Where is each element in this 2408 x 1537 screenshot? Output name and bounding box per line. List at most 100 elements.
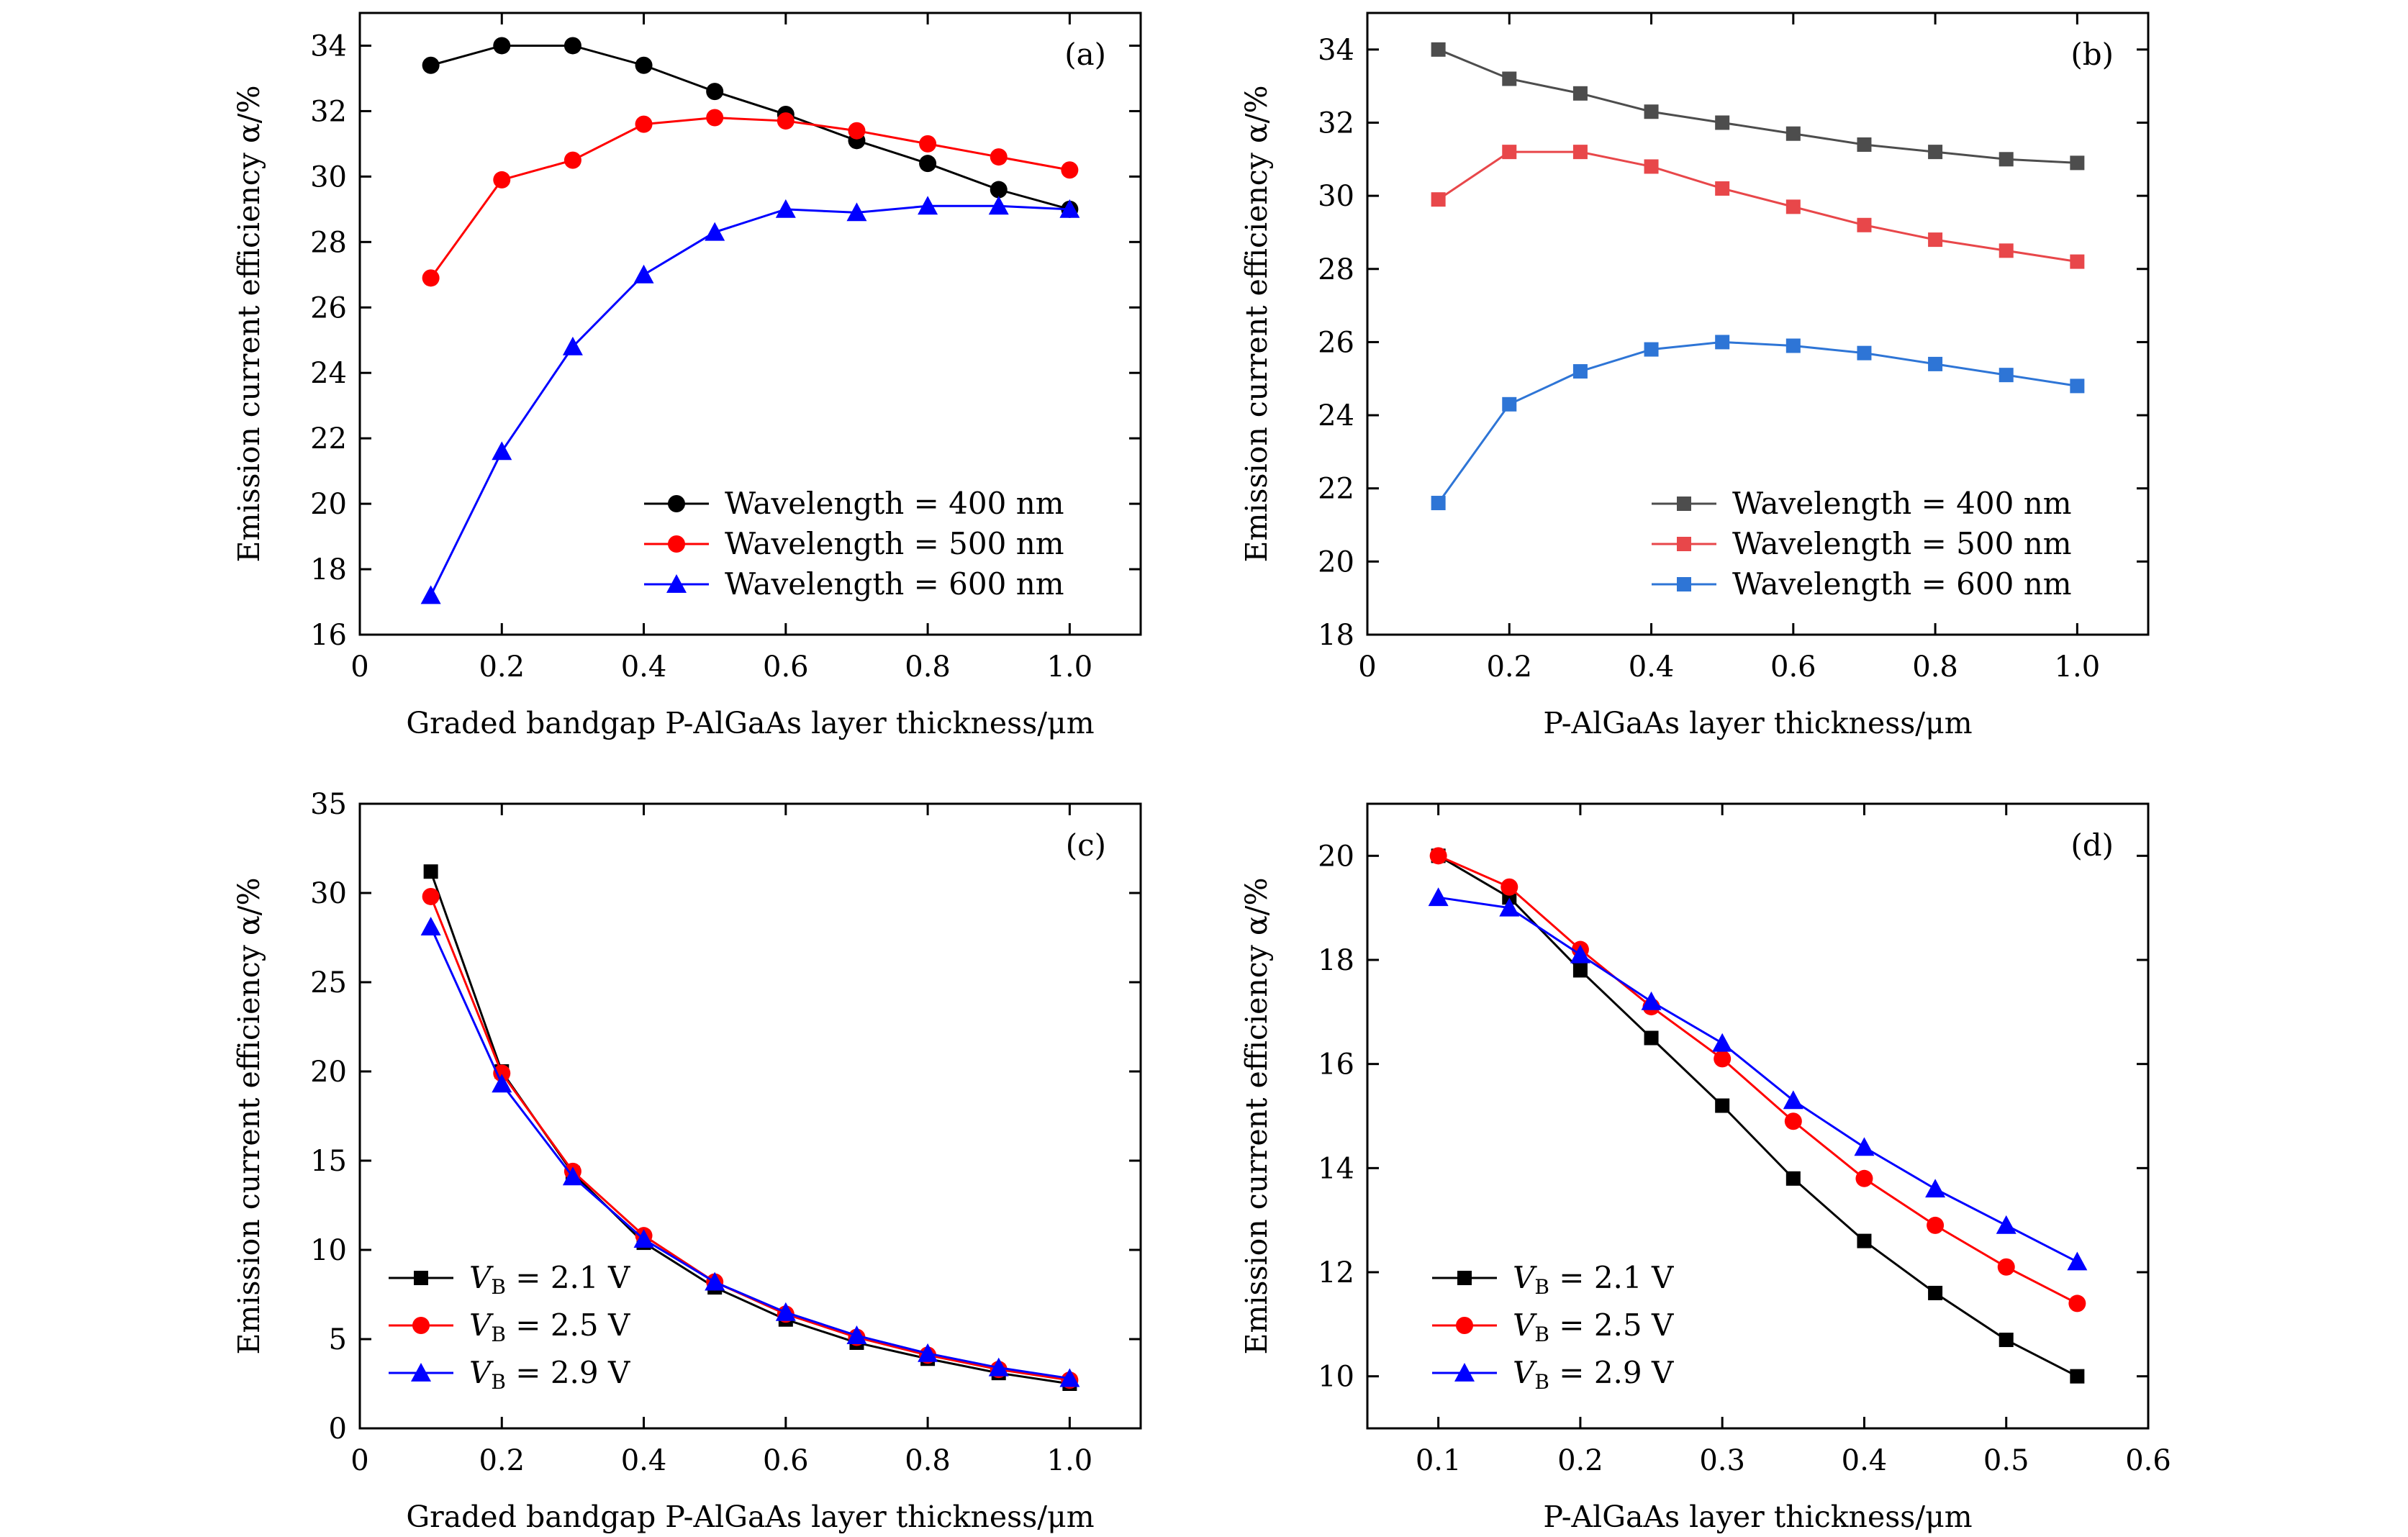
legend-marker bbox=[1456, 1317, 1473, 1334]
y-tick-label: 30 bbox=[310, 160, 347, 194]
legend-marker bbox=[412, 1317, 430, 1334]
y-tick-label: 35 bbox=[310, 788, 347, 821]
data-point bbox=[493, 37, 511, 55]
legend-marker bbox=[411, 1363, 431, 1382]
data-point bbox=[493, 1064, 511, 1082]
legend: Wavelength = 400 nm Wavelength = 500 nm Wa… bbox=[1652, 486, 2072, 602]
x-tick-label: 0.6 bbox=[1770, 650, 1816, 684]
y-tick-label: 20 bbox=[1318, 545, 1354, 579]
y-tick-label: 26 bbox=[1318, 326, 1354, 359]
data-point bbox=[706, 83, 724, 101]
y-tick-label: 14 bbox=[1318, 1152, 1354, 1185]
chart-panel-d: 0.1 0.2 0.3 0.4 0.5 0.6 10 12 14 16 18 20 P-AlGaAs l… bbox=[1239, 802, 2171, 1534]
y-tick-label: 20 bbox=[1318, 840, 1354, 873]
y-tick-label: 18 bbox=[310, 553, 347, 586]
series-3 bbox=[1431, 335, 2085, 511]
series-line bbox=[430, 44, 1070, 211]
y-tick-label: 16 bbox=[310, 619, 347, 652]
data-point bbox=[1502, 71, 1517, 86]
y-tick-label: 34 bbox=[310, 30, 347, 63]
data-point bbox=[1644, 159, 1659, 174]
data-point bbox=[1855, 1169, 1873, 1187]
data-point bbox=[1999, 243, 2014, 258]
data-point bbox=[1715, 115, 1730, 130]
panel-label: (d) bbox=[2070, 828, 2114, 863]
data-point bbox=[990, 148, 1008, 166]
data-point bbox=[1572, 963, 1588, 978]
data-point bbox=[1429, 847, 1447, 865]
data-point bbox=[1715, 335, 1730, 350]
x-tick-label: 1.0 bbox=[1047, 1444, 1093, 1477]
panel-label: (b) bbox=[2070, 37, 2114, 72]
y-tick-label: 26 bbox=[310, 291, 347, 325]
data-point bbox=[420, 917, 441, 936]
plot-frame bbox=[358, 802, 1142, 1430]
x-tick-label: 0.2 bbox=[1486, 650, 1532, 684]
legend-marker bbox=[668, 535, 685, 553]
series-3 bbox=[420, 917, 1080, 1387]
plot-frame bbox=[1366, 12, 2150, 636]
data-point bbox=[1501, 878, 1518, 896]
series-line bbox=[430, 117, 1070, 279]
data-point bbox=[918, 1343, 938, 1362]
y-axis-label: Emission current efficiency α/% bbox=[232, 86, 266, 563]
legend-marker bbox=[1457, 1271, 1472, 1285]
data-point bbox=[2070, 1369, 2085, 1384]
y-tick-label: 22 bbox=[1318, 473, 1354, 506]
data-point bbox=[422, 56, 440, 74]
x-tick-label: 0.5 bbox=[1983, 1444, 2029, 1477]
data-point bbox=[848, 122, 866, 140]
data-point bbox=[1997, 1258, 2015, 1276]
data-point bbox=[775, 1302, 796, 1321]
data-point bbox=[988, 196, 1009, 215]
y-axis-label: Emission current efficiency α/% bbox=[1239, 878, 1274, 1355]
chart-panel-a: 0 0.2 0.4 0.6 0.8 1.0 16 18 20 22 24 26 28 30 32 34 Grad… bbox=[232, 12, 1142, 740]
data-point bbox=[1854, 1137, 1875, 1156]
x-tick-label: 0.6 bbox=[763, 1444, 809, 1477]
data-point bbox=[1572, 364, 1588, 379]
legend: Wavelength = 400 nm Wavelength = 500 nm Wa… bbox=[644, 486, 1064, 602]
x-axis-label: Graded bandgap P-AlGaAs layer thickness/… bbox=[406, 706, 1094, 740]
data-point bbox=[919, 155, 937, 173]
data-point bbox=[1644, 342, 1659, 357]
data-point bbox=[633, 1229, 654, 1248]
y-tick-label: 10 bbox=[1318, 1361, 1354, 1394]
data-point bbox=[1784, 1112, 1802, 1130]
series-line bbox=[1438, 896, 2078, 1263]
legend-marker bbox=[1677, 497, 1691, 511]
data-point bbox=[2070, 378, 2085, 394]
data-point bbox=[1785, 126, 1801, 141]
data-point bbox=[846, 1325, 867, 1344]
data-point bbox=[1928, 1285, 1943, 1300]
legend-label: VB = 2.9 V bbox=[1513, 1355, 1674, 1394]
data-point bbox=[1572, 86, 1588, 101]
series-1 bbox=[1431, 848, 2085, 1384]
series-1 bbox=[1431, 42, 2085, 171]
data-point bbox=[846, 202, 867, 222]
data-point bbox=[1059, 199, 1080, 218]
legend: VB = 2.1 V VB = 2.5 V VB = 2.9 V bbox=[389, 1260, 630, 1394]
data-point bbox=[2067, 1251, 2088, 1271]
x-tick-label: 0.4 bbox=[621, 1444, 667, 1477]
y-tick-label: 18 bbox=[1318, 944, 1354, 977]
x-tick-label: 0.4 bbox=[1629, 650, 1675, 684]
legend-marker bbox=[1454, 1363, 1475, 1382]
legend-label: Wavelength = 500 nm bbox=[725, 526, 1064, 561]
data-point bbox=[493, 171, 511, 189]
data-point bbox=[1059, 1368, 1080, 1387]
series-line bbox=[1438, 854, 2078, 1305]
panel-label: (c) bbox=[1066, 828, 1106, 863]
data-point bbox=[2068, 1295, 2086, 1312]
x-axis-label: Graded bandgap P-AlGaAs layer thickness/… bbox=[406, 1500, 1094, 1534]
x-tick-label: 0.6 bbox=[2125, 1444, 2171, 1477]
y-tick-label: 32 bbox=[1318, 106, 1354, 140]
data-point bbox=[1783, 1090, 1803, 1110]
x-tick-label: 1.0 bbox=[2055, 650, 2101, 684]
x-axis-label: P-AlGaAs layer thickness/μm bbox=[1543, 1500, 1972, 1534]
data-point bbox=[988, 1357, 1009, 1377]
data-point bbox=[777, 112, 795, 130]
series-line bbox=[1437, 150, 2078, 263]
plot-frame bbox=[358, 12, 1142, 636]
data-point bbox=[1857, 217, 1872, 232]
series-line bbox=[430, 204, 1070, 597]
